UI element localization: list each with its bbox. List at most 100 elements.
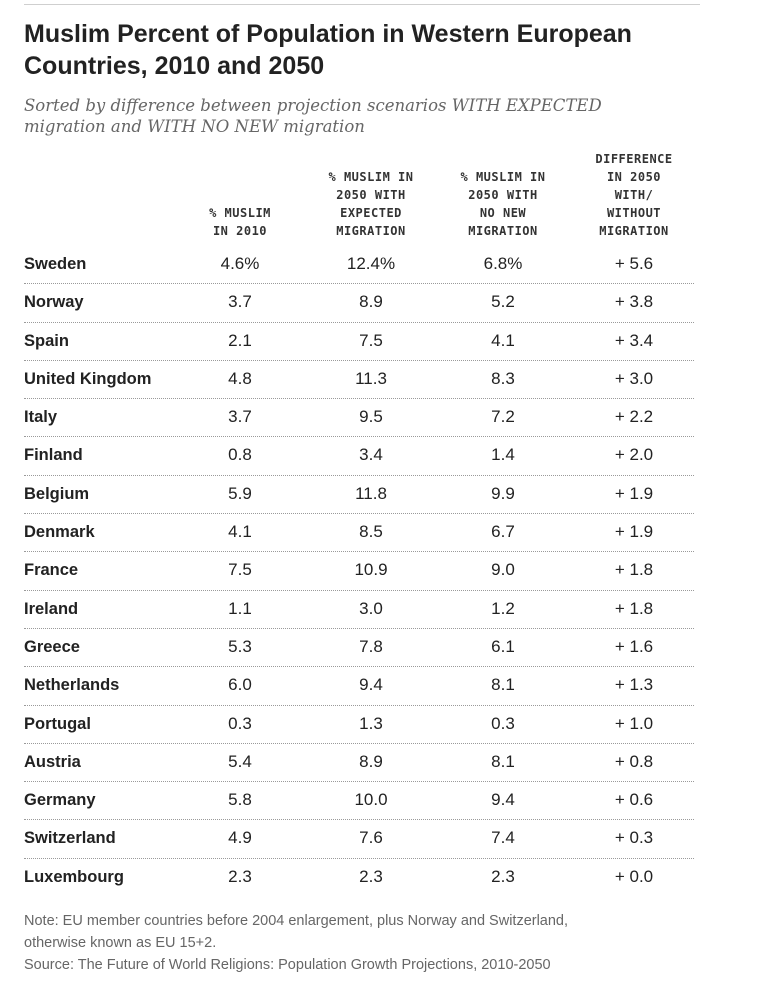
table-cell: 6.1 [491, 636, 515, 656]
table-cell: 8.3 [491, 368, 515, 388]
country-name: Germany [24, 791, 96, 810]
column-header-line: MIGRATION [336, 224, 406, 238]
table-cell: 8.1 [491, 675, 515, 695]
table-cell: + 1.3 [614, 675, 654, 695]
table-cell: + 1.8 [614, 560, 654, 580]
column-header-line: 2050 WITH [336, 188, 406, 202]
table-cell: 0.3 [228, 713, 252, 733]
table-cell: 6.8% [483, 254, 523, 273]
table-cell: 5.4 [228, 751, 252, 771]
country-name: Austria [24, 752, 81, 771]
table-cell: 3.0 [359, 598, 383, 618]
table-cell: 10.9 [354, 560, 388, 580]
table-row: Denmark 4.1 8.5 6.7 + 1.9 [24, 514, 694, 553]
country-name: Greece [24, 637, 80, 656]
table-cell: 2.3 [491, 866, 515, 886]
subtitle-line: migration and WITH NO NEW migration [24, 117, 365, 136]
table-row: Netherlands 6.0 9.4 8.1 + 1.3 [24, 667, 694, 706]
table-cell: 4.6% [220, 254, 260, 273]
table-cell: 5.9 [228, 483, 252, 503]
table-cell: 7.6 [359, 828, 383, 848]
table-cell: 2.3 [359, 866, 383, 886]
table-cell: 7.2 [491, 407, 515, 427]
chart-title: Muslim Percent of Population in Western … [24, 20, 632, 80]
footnote: Note: EU member countries before 2004 en… [24, 910, 734, 976]
table-cell: 6.0 [228, 675, 252, 695]
table-cell: 2.1 [228, 330, 252, 350]
column-header-line: % MUSLIM IN [460, 170, 546, 184]
table-cell: 8.1 [491, 751, 515, 771]
table-cell: + 1.9 [614, 522, 654, 542]
column-header: DIFFERENCE IN 2050 WITH/WITHOUT MIGRATION [564, 150, 704, 240]
table-cell: 10.0 [354, 790, 388, 810]
table-row: United Kingdom 4.8 11.3 8.3 + 3.0 [24, 361, 694, 400]
table-cell: + 1.0 [614, 713, 654, 733]
table-cell: 9.9 [491, 483, 515, 503]
table-cell: 11.8 [355, 483, 387, 503]
table-cell: 9.4 [491, 790, 515, 810]
table-cell: + 5.6 [614, 254, 654, 273]
table-row: Spain 2.1 7.5 4.1 + 3.4 [24, 323, 694, 361]
column-header-line: DIFFERENCE [595, 152, 673, 166]
country-name: Luxembourg [24, 867, 124, 886]
table-cell: 9.0 [491, 560, 515, 580]
table-cell: 3.4 [359, 445, 383, 465]
table-cell: 4.9 [228, 828, 252, 848]
country-name: United Kingdom [24, 369, 152, 388]
column-header-line: MIGRATION [599, 224, 669, 238]
table-row: Germany 5.8 10.0 9.4 + 0.6 [24, 782, 694, 821]
table-cell: 2.3 [228, 866, 252, 886]
table-cell: 9.5 [359, 407, 383, 427]
table-row: Luxembourg 2.3 2.3 2.3 + 0.0 [24, 859, 694, 897]
country-name: Norway [24, 293, 84, 312]
column-header-line: 2050 WITH [468, 188, 538, 202]
column-header-line: MIGRATION [468, 224, 538, 238]
table-cell: + 2.2 [614, 407, 654, 427]
column-header-line: IN 2010 [212, 224, 268, 238]
table-cell: 6.7 [491, 522, 515, 542]
table-cell: + 1.8 [614, 598, 654, 618]
column-header: % MUSLIM IN 2050 WITH NO NEW MIGRATION [433, 168, 573, 240]
table-cell: 7.8 [359, 636, 383, 656]
table-cell: 11.3 [355, 368, 387, 388]
source-line: Source: The Future of World Religions: P… [24, 957, 551, 973]
country-name: Ireland [24, 599, 79, 618]
table-cell: 7.5 [359, 330, 383, 350]
note-line: otherwise known as EU 15+2. [24, 935, 217, 951]
table-cell: 5.2 [491, 292, 515, 312]
table-cell: 0.8 [228, 445, 252, 465]
table-row: Portugal 0.3 1.3 0.3 + 1.0 [24, 706, 694, 744]
table-cell: 12.4% [346, 254, 396, 273]
table-row: Austria 5.4 8.9 8.1 + 0.8 [24, 744, 694, 783]
data-table: Sweden 4.6% 12.4% 6.8% + 5.6 Norway 3.7 8.9 5.2 +… [24, 246, 694, 897]
table-cell: + 0.8 [614, 751, 654, 771]
table-row: Norway 3.7 8.9 5.2 + 3.8 [24, 284, 694, 323]
note-line: Note: EU member countries before 2004 en… [24, 913, 569, 929]
table-cell: 1.2 [491, 598, 515, 618]
table-cell: 5.3 [228, 636, 252, 656]
column-header-line: WITHOUT [606, 206, 662, 220]
column-header: % MUSLIM IN 2050 WITH EXPECTED MIGRATION [301, 168, 441, 240]
table-cell: + 0.6 [614, 790, 654, 810]
table-cell: 0.3 [491, 713, 515, 733]
table-cell: 9.4 [359, 675, 383, 695]
table-row: Switzerland 4.9 7.6 7.4 + 0.3 [24, 820, 694, 859]
table-row: Sweden 4.6% 12.4% 6.8% + 5.6 [24, 246, 694, 285]
table-cell: + 0.0 [614, 866, 654, 886]
table-cell: 7.4 [491, 828, 515, 848]
table-cell: + 3.0 [614, 368, 654, 388]
table-row: Ireland 1.1 3.0 1.2 + 1.8 [24, 591, 694, 629]
column-header-line: % MUSLIM IN [328, 170, 414, 184]
table-row: Greece 5.3 7.8 6.1 + 1.6 [24, 629, 694, 668]
country-name: Spain [24, 331, 69, 350]
chart-subtitle: Sorted by difference between projection … [24, 95, 724, 137]
table-cell: 8.9 [359, 292, 383, 312]
column-header-line: EXPECTED [340, 206, 402, 220]
table-cell: 4.1 [491, 330, 515, 350]
table-cell: + 3.4 [614, 330, 654, 350]
column-header-line: NO NEW [479, 206, 527, 220]
country-name: France [24, 561, 79, 580]
table-cell: + 2.0 [614, 445, 654, 465]
table-cell: 3.7 [228, 407, 252, 427]
country-name: Switzerland [24, 829, 116, 848]
